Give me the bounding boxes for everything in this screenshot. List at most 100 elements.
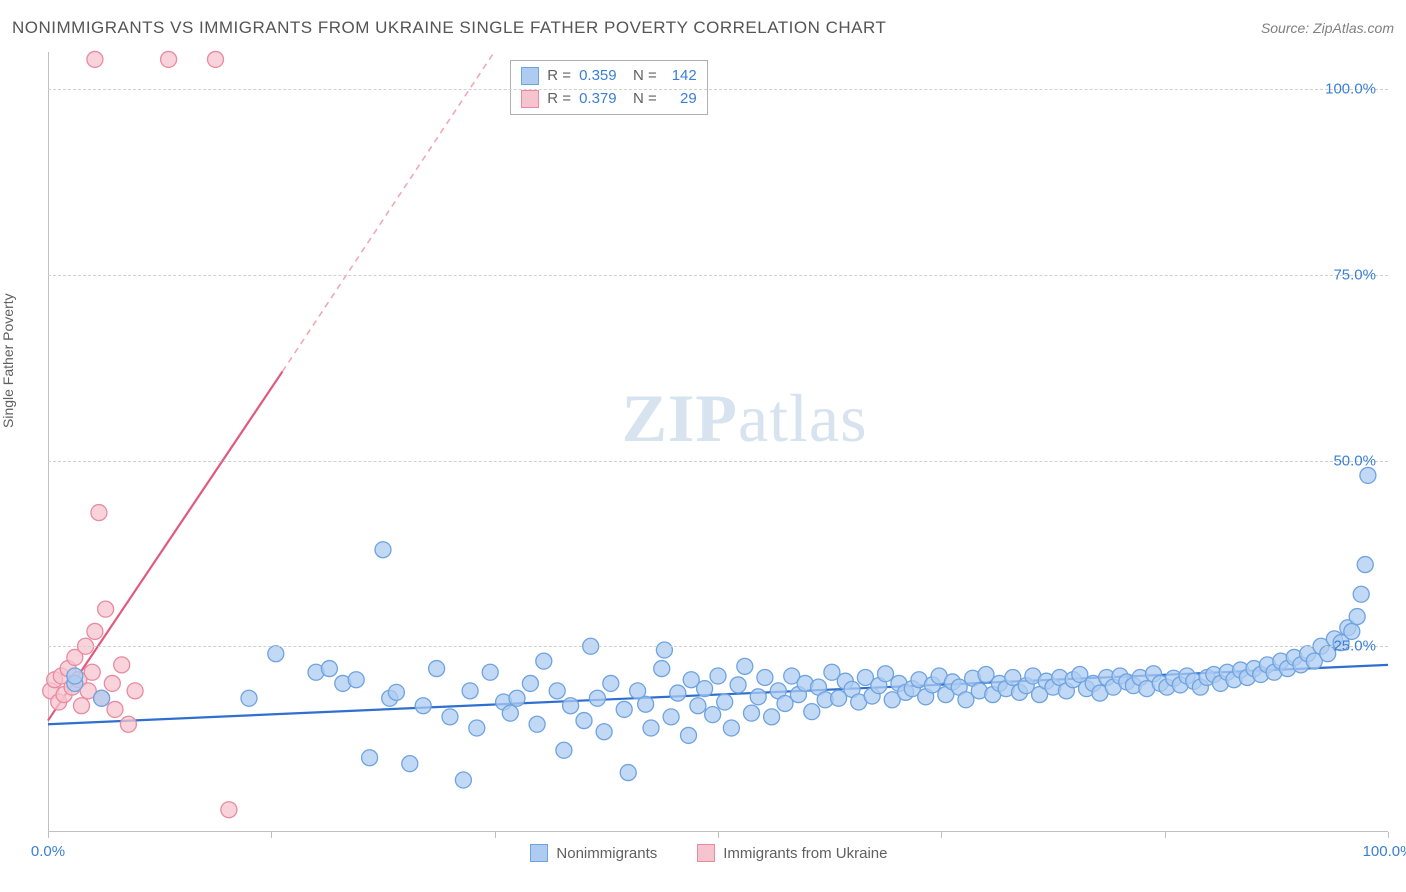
legend-r-label: R = [547, 65, 571, 88]
scatter-point-blue [737, 658, 753, 674]
y-tick-label: 25.0% [1333, 638, 1376, 655]
scatter-point-blue [744, 705, 760, 721]
grid-line [48, 461, 1388, 462]
legend-item: Immigrants from Ukraine [697, 844, 887, 862]
trend-line [283, 52, 495, 371]
x-tick [941, 832, 942, 838]
scatter-point-pink [120, 716, 136, 732]
scatter-point-blue [94, 690, 110, 706]
x-tick-label-left: 0.0% [31, 843, 65, 860]
scatter-point-blue [1357, 557, 1373, 573]
chart-header: NONIMMIGRANTS VS IMMIGRANTS FROM UKRAINE… [12, 18, 1394, 38]
chart-title: NONIMMIGRANTS VS IMMIGRANTS FROM UKRAINE… [12, 18, 886, 38]
y-tick-label: 100.0% [1325, 81, 1376, 98]
scatter-point-blue [455, 772, 471, 788]
scatter-point-blue [529, 716, 545, 732]
legend-r-label: R = [547, 88, 571, 111]
legend-r-value: 0.359 [579, 65, 617, 88]
x-tick [1388, 832, 1389, 838]
scatter-point-pink [208, 51, 224, 67]
chart-plot-area: ZIPatlas R = 0.359 N = 142R = 0.379 N = … [48, 52, 1388, 832]
scatter-point-pink [107, 701, 123, 717]
scatter-point-pink [221, 802, 237, 818]
scatter-point-blue [705, 707, 721, 723]
scatter-point-blue [362, 750, 378, 766]
scatter-point-blue [522, 675, 538, 691]
scatter-point-blue [375, 542, 391, 558]
scatter-point-blue [268, 646, 284, 662]
legend-swatch [697, 844, 715, 862]
scatter-point-blue [596, 724, 612, 740]
x-tick-label-right: 100.0% [1363, 843, 1406, 860]
grid-line [48, 646, 1388, 647]
scatter-point-pink [104, 675, 120, 691]
scatter-point-blue [536, 653, 552, 669]
scatter-point-blue [603, 675, 619, 691]
scatter-point-blue [730, 677, 746, 693]
scatter-point-blue [710, 668, 726, 684]
scatter-point-blue [804, 704, 820, 720]
y-tick-label: 50.0% [1333, 452, 1376, 469]
x-tick [495, 832, 496, 838]
legend-n-value: 29 [665, 88, 697, 111]
scatter-point-blue [462, 683, 478, 699]
scatter-point-blue [415, 698, 431, 714]
x-tick [271, 832, 272, 838]
scatter-point-blue [663, 709, 679, 725]
legend-n-value: 142 [665, 65, 697, 88]
scatter-point-pink [91, 505, 107, 521]
x-tick [1165, 832, 1166, 838]
scatter-point-blue [750, 689, 766, 705]
scatter-point-blue [1360, 467, 1376, 483]
legend-stat-row: R = 0.379 N = 29 [521, 88, 696, 111]
legend-n-label: N = [625, 65, 657, 88]
scatter-point-pink [87, 623, 103, 639]
scatter-point-blue [429, 661, 445, 677]
scatter-point-blue [656, 642, 672, 658]
scatter-point-blue [502, 705, 518, 721]
legend-r-value: 0.379 [579, 88, 617, 111]
scatter-point-blue [1353, 586, 1369, 602]
x-tick [718, 832, 719, 838]
legend-stats-box: R = 0.359 N = 142R = 0.379 N = 29 [510, 60, 707, 115]
legend-item-label: Nonimmigrants [556, 845, 657, 862]
y-tick-label: 75.0% [1333, 266, 1376, 283]
grid-line [48, 89, 1388, 90]
scatter-point-blue [576, 713, 592, 729]
scatter-point-blue [563, 698, 579, 714]
scatter-point-blue [654, 661, 670, 677]
legend-swatch [521, 67, 539, 85]
scatter-point-blue [549, 683, 565, 699]
scatter-plot-svg [48, 52, 1388, 832]
scatter-point-blue [348, 672, 364, 688]
scatter-point-blue [67, 668, 83, 684]
legend-stat-row: R = 0.359 N = 142 [521, 65, 696, 88]
scatter-point-pink [114, 657, 130, 673]
scatter-point-blue [690, 698, 706, 714]
scatter-point-pink [87, 51, 103, 67]
scatter-point-blue [620, 765, 636, 781]
grid-line [48, 275, 1388, 276]
scatter-point-blue [1349, 609, 1365, 625]
scatter-point-blue [717, 694, 733, 710]
series-legend: Nonimmigrants Immigrants from Ukraine [530, 844, 887, 862]
scatter-point-blue [589, 690, 605, 706]
legend-n-label: N = [625, 88, 657, 111]
scatter-point-blue [670, 685, 686, 701]
scatter-point-blue [556, 742, 572, 758]
scatter-point-pink [98, 601, 114, 617]
scatter-point-blue [723, 720, 739, 736]
trend-line [48, 371, 283, 720]
scatter-point-blue [697, 681, 713, 697]
scatter-point-blue [764, 709, 780, 725]
legend-item-label: Immigrants from Ukraine [723, 845, 887, 862]
scatter-point-blue [878, 666, 894, 682]
scatter-point-blue [321, 661, 337, 677]
scatter-point-blue [469, 720, 485, 736]
y-axis-label: Single Father Poverty [0, 293, 16, 428]
legend-item: Nonimmigrants [530, 844, 657, 862]
legend-swatch [530, 844, 548, 862]
scatter-point-blue [681, 727, 697, 743]
scatter-point-pink [84, 664, 100, 680]
scatter-point-blue [241, 690, 257, 706]
